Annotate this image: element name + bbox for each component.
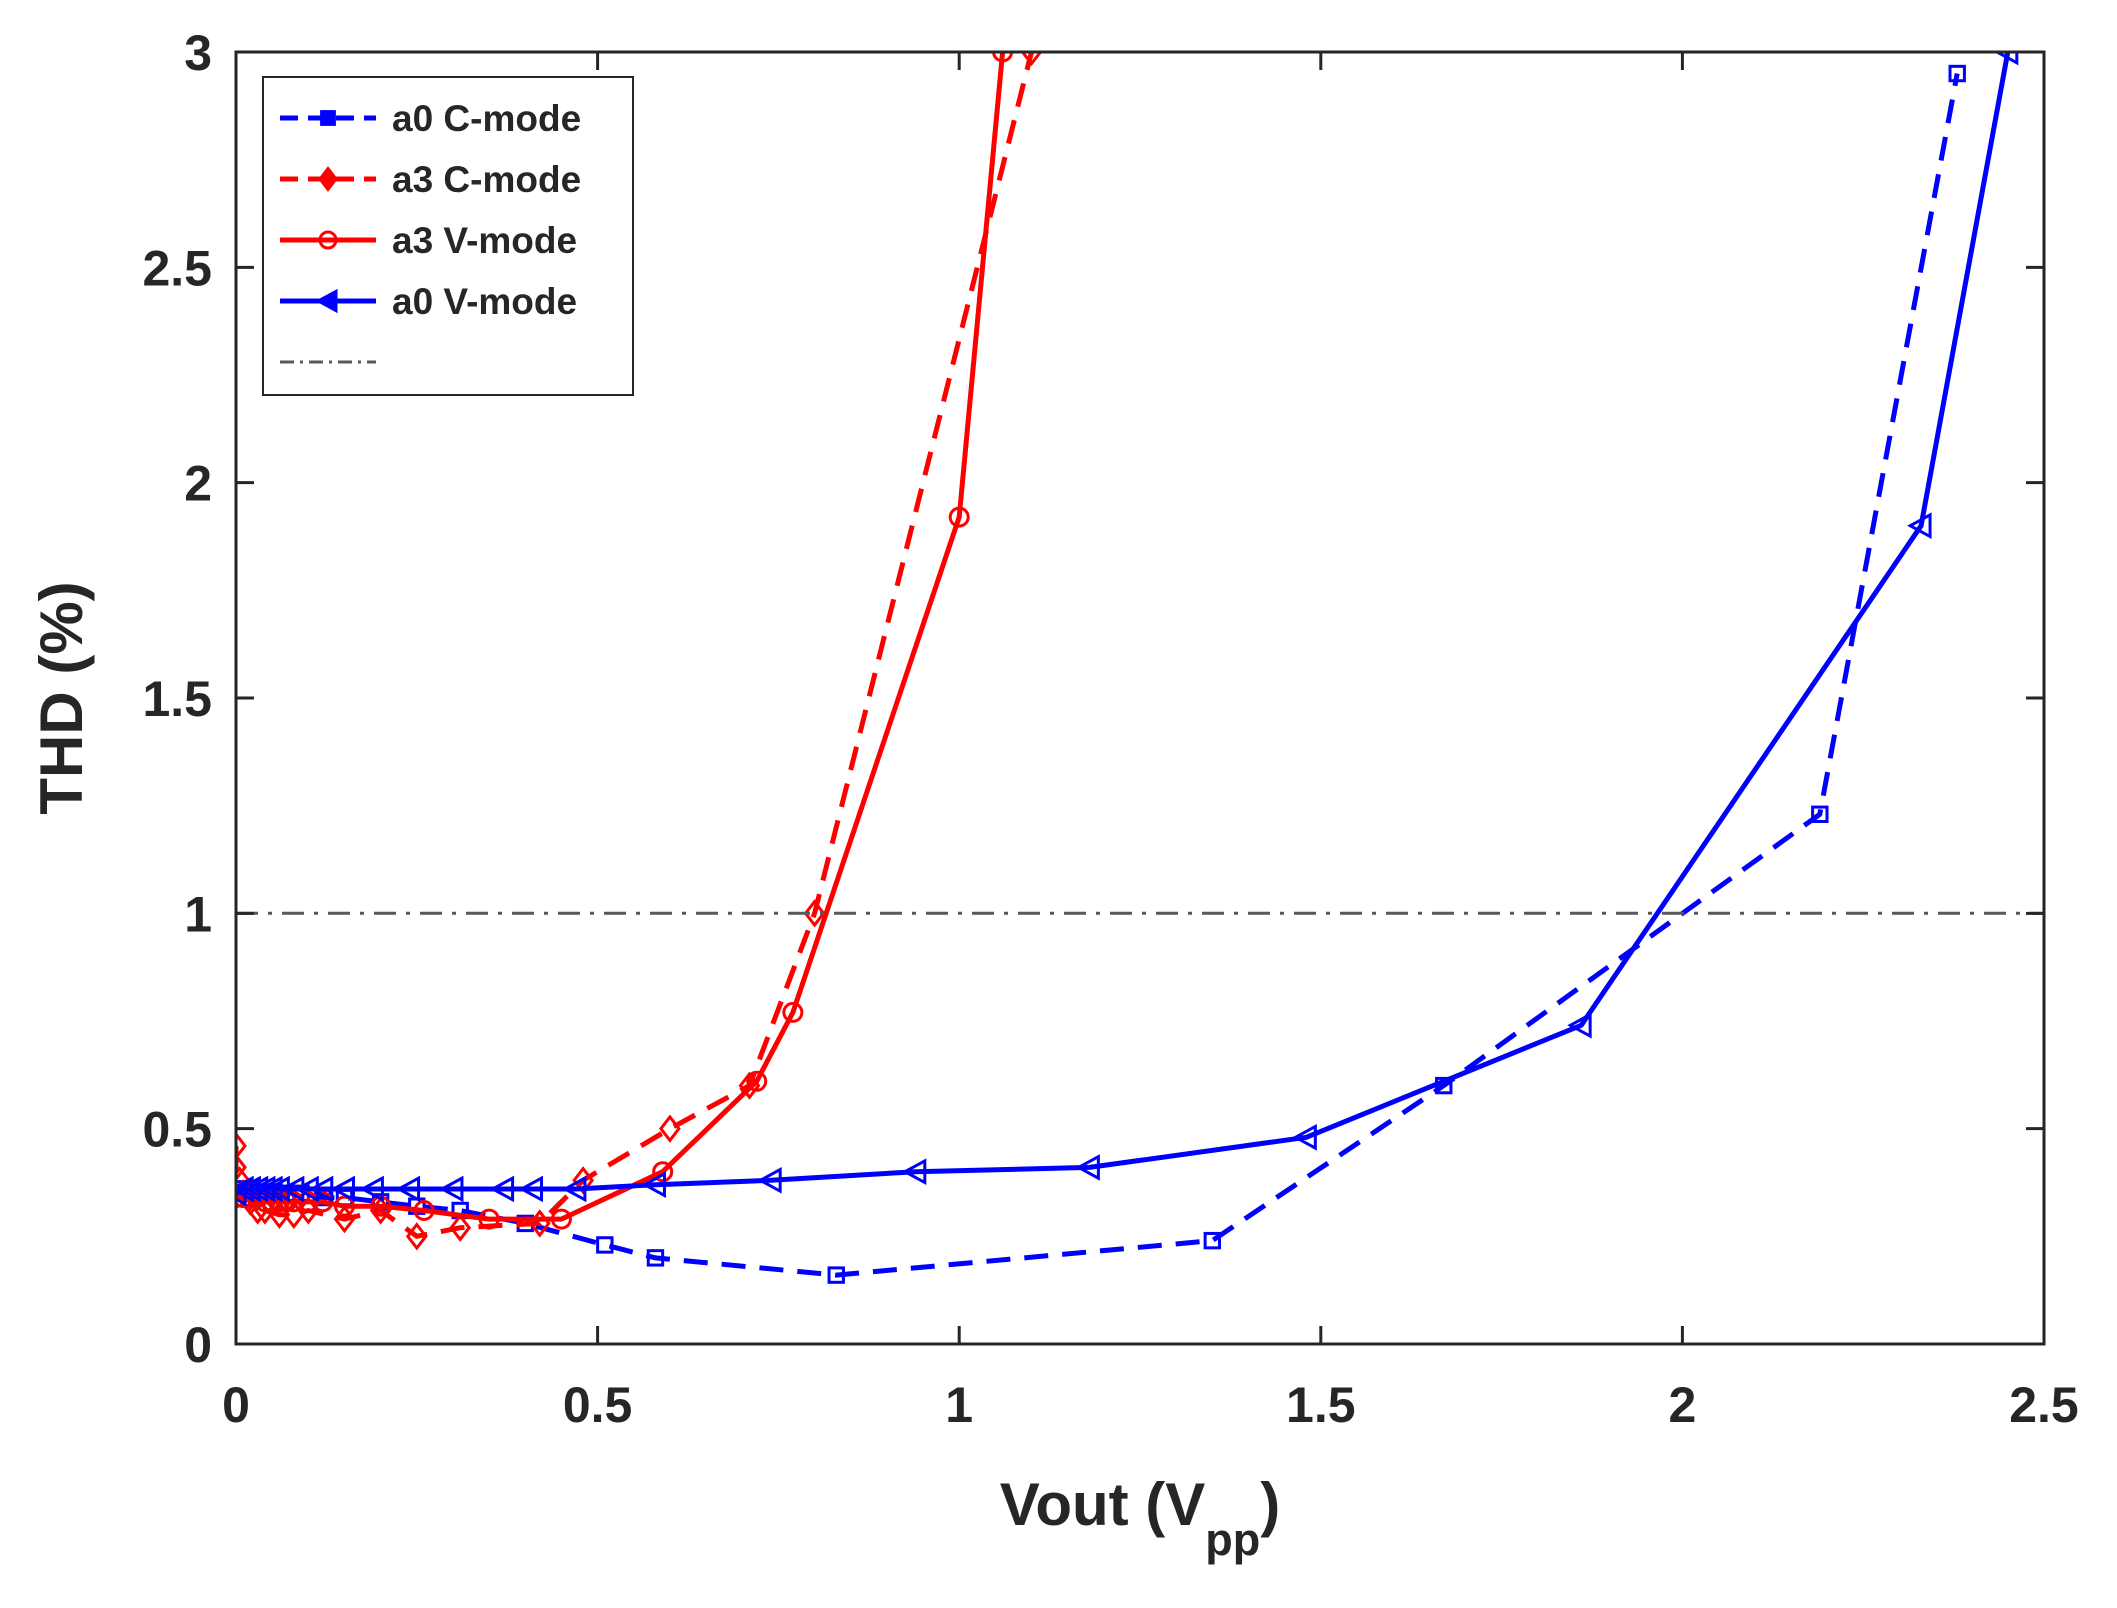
series-1-point-18 [803, 899, 826, 928]
series-2-point-19 [948, 506, 970, 528]
y-tick-label-3: 1.5 [142, 671, 212, 727]
legend-label-3: a0 V-mode [392, 281, 577, 322]
y-tick-label-0: 0 [184, 1317, 212, 1373]
y-axis-label: THD (%) [28, 581, 95, 814]
series-3-point-23 [1907, 512, 1932, 540]
x-axis-label-subscript: pp [1205, 1514, 1260, 1565]
series-3-point-20 [1075, 1154, 1100, 1181]
legend-entries: a0 C-mode a3 C-mode a3 V-mode a0 V-mode [280, 98, 581, 364]
legend-label-2: a3 V-mode [392, 220, 577, 261]
x-tick-label-3: 1.5 [1286, 1377, 1356, 1433]
ticks-layer: 0 0.5 1 1.5 2 2.5 0 0.5 1 1.5 2 2.5 3 [142, 25, 2078, 1433]
series-3-point-18 [757, 1167, 782, 1194]
series-3-point-15 [518, 1175, 544, 1203]
series-0-point-14 [596, 1236, 614, 1254]
series-2-point-6 [268, 1191, 290, 1213]
series-0-point-20 [1948, 64, 1966, 83]
series-1-point-16 [659, 1114, 681, 1143]
legend-marker-1 [318, 166, 338, 192]
x-axis-label-suffix: ) [1260, 1471, 1280, 1538]
series-0-point-16 [827, 1266, 845, 1284]
y-tick-label-5: 2.5 [142, 240, 212, 296]
series-2-point-8 [283, 1191, 305, 1213]
x-tick-label-2: 1 [945, 1377, 973, 1433]
series-1-point-1 [236, 1153, 247, 1182]
series-2-point-16 [652, 1161, 674, 1183]
legend-marker-3 [315, 288, 338, 314]
series-3-point-12 [395, 1175, 421, 1203]
series-2-point-13 [413, 1199, 435, 1221]
series-2-point-5 [261, 1191, 283, 1213]
legend-label-1: a3 C-mode [392, 159, 581, 200]
series-3-point-16 [561, 1175, 587, 1203]
series-1-point-0 [236, 1131, 247, 1161]
series-3-point-19 [901, 1158, 927, 1186]
series-2-point-14 [478, 1208, 500, 1230]
series-3-point-13 [439, 1175, 464, 1203]
series-1-point-12 [405, 1222, 428, 1251]
x-tick-label-4: 2 [1668, 1377, 1696, 1433]
series-2-point-11 [333, 1195, 355, 1217]
legend-box [262, 76, 634, 396]
series-3-point-10 [330, 1175, 355, 1203]
series-3-point-24 [1993, 52, 2019, 66]
series-1-point-15 [572, 1166, 595, 1195]
series-3 [236, 52, 2019, 1207]
series-0-point-15 [646, 1249, 665, 1267]
series-line-3 [236, 52, 2011, 1196]
labels-layer: THD (%) Vout (Vpp) [28, 581, 1280, 1565]
series-3-point-6 [265, 1175, 290, 1203]
series-3-point-4 [250, 1175, 276, 1203]
series-2-point-17 [746, 1070, 768, 1092]
series-3-point-7 [279, 1175, 305, 1203]
series-2-point-7 [276, 1191, 298, 1213]
series-3-point-17 [641, 1171, 666, 1198]
series-0-point-17 [1203, 1231, 1222, 1250]
legend-marker-0 [320, 110, 336, 126]
legend-label-0: a0 C-mode [392, 98, 581, 139]
series-layer [236, 52, 2044, 1284]
series-3-point-11 [359, 1175, 384, 1203]
series-2-point-20 [992, 52, 1014, 63]
series-3-point-21 [1292, 1123, 1317, 1151]
series-3-point-14 [489, 1175, 515, 1203]
series-2-point-9 [297, 1191, 319, 1213]
series-1-point-10 [333, 1204, 356, 1234]
y-tick-label-2: 1 [184, 886, 212, 942]
series-2-point-10 [312, 1191, 334, 1213]
y-tick-label-4: 2 [184, 456, 212, 512]
series-1-point-13 [449, 1213, 472, 1242]
series-0-point-19 [1811, 805, 1829, 823]
legend-marker-2 [318, 230, 338, 250]
x-axis-label-main: Vout (V [1000, 1471, 1206, 1538]
y-tick-label-6: 3 [184, 25, 212, 81]
series-2-point-4 [254, 1191, 276, 1213]
x-tick-label-0: 0 [222, 1377, 250, 1433]
legend: a0 C-mode a3 C-mode a3 V-mode a0 V-mode [262, 76, 634, 396]
x-tick-label-5: 2.5 [2009, 1377, 2079, 1433]
series-2-point-18 [782, 1001, 804, 1023]
series-1-point-19 [1020, 52, 1043, 67]
y-tick-label-1: 0.5 [142, 1102, 212, 1158]
series-3-point-8 [294, 1175, 319, 1203]
series-3-point-22 [1567, 1011, 1592, 1039]
series-2-point-15 [550, 1208, 572, 1230]
x-axis-label: Vout (Vpp) [1000, 1471, 1281, 1565]
x-tick-label-1: 0.5 [563, 1377, 633, 1433]
